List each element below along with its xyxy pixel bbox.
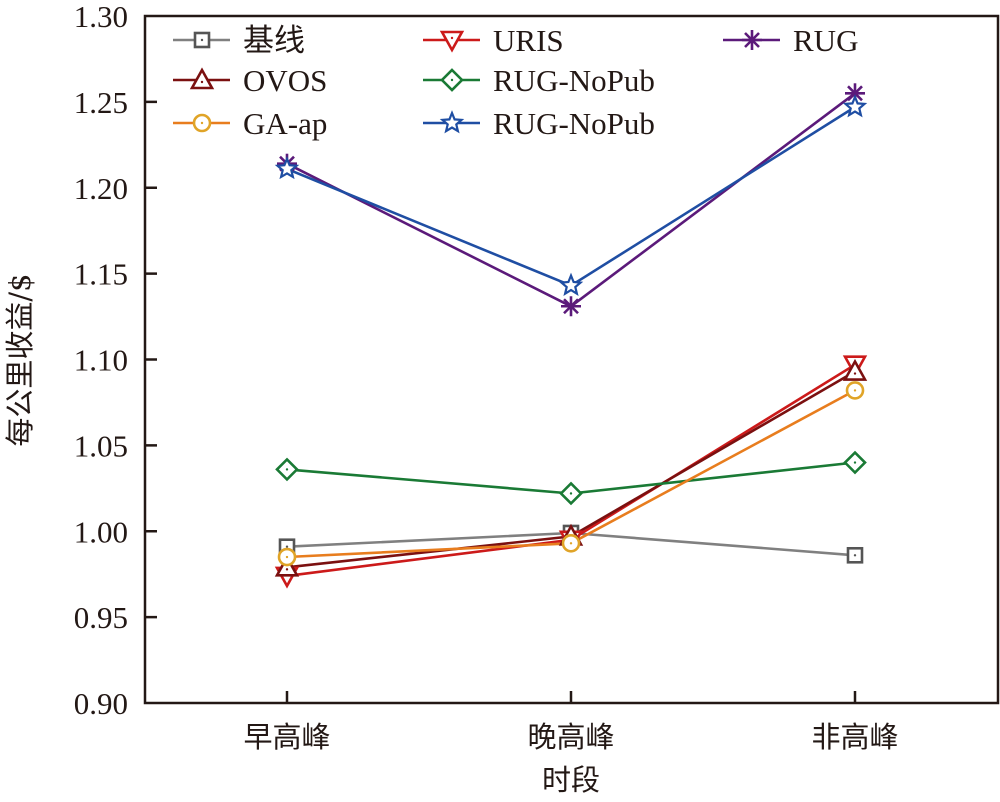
y-tick-label: 1.00 <box>74 514 128 549</box>
data-point <box>559 481 583 506</box>
data-point <box>561 296 581 317</box>
legend-marker-icon <box>189 67 215 90</box>
legend-item: RUG-NoPub <box>423 106 655 141</box>
data-point <box>846 546 864 564</box>
y-tick-label: 0.90 <box>74 686 128 721</box>
x-tick-label: 早高峰 <box>243 720 330 754</box>
legend-item: RUG <box>723 23 858 58</box>
x-axis: 早高峰 晚高峰 非高峰 <box>243 691 899 754</box>
legend-item: 基线 <box>173 23 305 58</box>
data-point <box>558 272 584 297</box>
y-tick-label: 1.30 <box>74 0 128 34</box>
legend-label: OVOS <box>243 63 327 98</box>
legend-label: URIS <box>493 23 564 58</box>
data-point <box>277 547 297 567</box>
legend-item: URIS <box>423 23 564 58</box>
legend-item: GA-ap <box>173 106 327 141</box>
legend-marker-icon <box>742 30 762 50</box>
x-tick-label: 非高峰 <box>811 720 898 754</box>
legend-label: 基线 <box>243 23 305 58</box>
x-tick-label: 晚高峰 <box>527 720 614 754</box>
y-axis: 0.90 0.95 1.00 1.05 1.10 1.15 1.20 1.25 1.30 <box>74 0 157 721</box>
data-point <box>274 554 300 577</box>
y-tick-label: 0.95 <box>74 600 128 635</box>
legend-marker-icon <box>192 113 212 133</box>
series-markers <box>274 83 868 589</box>
data-point <box>843 450 867 475</box>
legend-marker-icon <box>193 31 211 49</box>
legend-marker-icon <box>439 30 465 53</box>
y-tick-label: 1.15 <box>74 257 128 292</box>
legend-marker-icon <box>440 68 464 92</box>
data-point <box>845 381 865 400</box>
x-axis-title: 时段 <box>542 763 600 797</box>
legend-label: RUG-NoPub <box>493 106 655 141</box>
data-point <box>274 156 300 180</box>
legend-item: OVOS <box>173 63 327 98</box>
legend-marker-icon <box>439 110 465 134</box>
y-tick-label: 1.20 <box>74 171 128 206</box>
legend-item: RUG-NoPub <box>423 63 655 98</box>
legend-label: RUG-NoPub <box>493 63 655 98</box>
data-point <box>561 533 581 553</box>
legend-label: RUG <box>793 23 858 58</box>
legend-label: GA-ap <box>243 106 327 141</box>
y-tick-label: 1.10 <box>74 343 128 378</box>
y-tick-label: 1.05 <box>74 428 128 463</box>
y-axis-title: 每公里收益/$ <box>3 273 37 446</box>
y-tick-label: 1.25 <box>74 85 128 120</box>
data-point <box>842 358 868 381</box>
data-point <box>275 457 299 482</box>
data-point <box>842 94 868 118</box>
legend: 基线 URIS RUG OVOS RUG-NoPub GA-ap RUG-NoPub <box>173 23 858 141</box>
